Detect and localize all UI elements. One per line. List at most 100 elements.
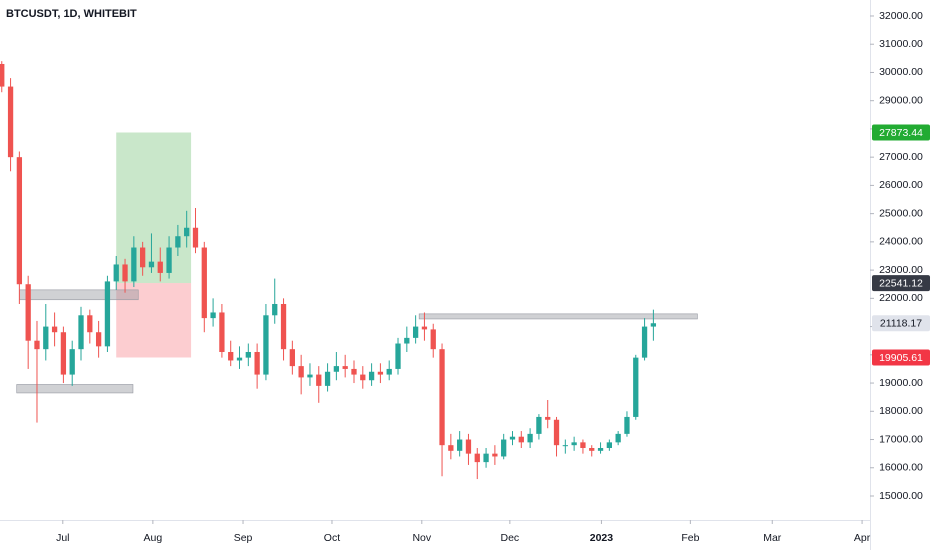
candle-body	[527, 433, 533, 443]
candle-body	[78, 315, 84, 350]
candle-body	[386, 368, 392, 375]
y-tick-label: 31000.00	[879, 38, 923, 50]
candle-body	[228, 351, 234, 361]
y-tick-label: 27000.00	[879, 151, 923, 163]
candle-body	[236, 357, 243, 361]
candle-body	[553, 419, 560, 446]
candle-body	[113, 264, 119, 282]
candle-body	[368, 371, 375, 381]
candle-body	[430, 329, 436, 350]
candle-body	[448, 445, 454, 451]
candle-body	[377, 371, 384, 375]
candle-body	[545, 416, 551, 420]
candle-body	[140, 247, 146, 268]
stop-label-box	[872, 349, 930, 366]
candle-body	[51, 326, 58, 333]
candle-body	[122, 264, 128, 282]
candle-body	[412, 326, 419, 338]
last-price-label-box	[872, 315, 930, 332]
candle-body	[0, 63, 5, 87]
candle-body	[360, 374, 366, 381]
last-price-label: 21118.17	[880, 318, 922, 330]
candle-body	[131, 247, 137, 282]
candle-body	[210, 312, 216, 319]
candle-body	[615, 433, 621, 443]
candle-body	[272, 303, 278, 316]
candle-body	[624, 416, 630, 434]
candle-body	[465, 439, 472, 454]
y-tick-label: 17000.00	[879, 433, 923, 445]
candle-body	[439, 349, 445, 446]
y-tick-label: 15000.00	[879, 490, 923, 502]
candle-body	[192, 227, 199, 248]
y-tick-label: 26000.00	[879, 179, 923, 191]
candle-body	[650, 323, 657, 327]
candle-body	[501, 439, 507, 457]
candle-body	[342, 366, 348, 369]
candle-body	[34, 340, 40, 350]
candle-body	[580, 442, 586, 448]
y-tick-label: 19000.00	[879, 377, 923, 389]
x-tick-label: Oct	[324, 532, 340, 544]
candle-body	[518, 436, 524, 443]
candle-body	[157, 261, 163, 273]
x-tick-label: Jul	[56, 532, 69, 544]
candle-body	[175, 236, 181, 248]
zone	[418, 313, 698, 320]
candle-body	[597, 447, 604, 451]
x-tick-label: Aug	[144, 532, 163, 544]
candle-body	[307, 374, 313, 378]
target-zone	[116, 132, 192, 284]
candle-body	[324, 371, 331, 386]
candle-body	[95, 332, 102, 347]
y-tick-label: 16000.00	[879, 462, 923, 474]
candle-body	[25, 284, 31, 341]
x-tick-label: 2023	[590, 532, 614, 544]
candle-body	[43, 326, 49, 350]
candle-body	[298, 366, 304, 378]
candle-body	[219, 312, 225, 352]
x-tick-label: Dec	[501, 532, 520, 544]
candle-body	[166, 247, 172, 273]
candle-body	[60, 332, 67, 375]
y-tick-label: 25000.00	[879, 207, 923, 219]
candle-body	[316, 374, 322, 386]
y-tick-label: 29000.00	[879, 94, 923, 106]
x-tick-label: Sep	[234, 532, 253, 544]
candle-body	[421, 326, 428, 330]
candle-body	[245, 351, 251, 358]
x-tick-label: Feb	[681, 532, 699, 544]
candle-body	[351, 368, 357, 375]
candle-body	[562, 445, 568, 447]
candle-body	[606, 442, 612, 448]
candle-body	[184, 227, 190, 237]
y-tick-label: 24000.00	[879, 236, 923, 248]
y-tick-label: 23000.00	[879, 264, 923, 276]
candle-body	[589, 447, 595, 451]
x-tick-label: Mar	[763, 532, 782, 544]
candle-body	[404, 337, 410, 344]
chart-title: BTCUSDT, 1D, WHITEBIT	[6, 8, 137, 20]
candle-body	[201, 247, 207, 319]
candle-body	[333, 366, 340, 372]
y-tick-label: 30000.00	[879, 66, 923, 78]
y-tick-label: 32000.00	[879, 10, 923, 22]
zone	[16, 384, 134, 394]
y-tick-label: 18000.00	[879, 405, 923, 417]
x-tick-label: Apr	[854, 532, 871, 544]
stop-label: 19905.61	[879, 352, 923, 364]
entry-label: 22541.12	[879, 277, 923, 289]
candle-body	[492, 453, 498, 457]
candle-body	[571, 442, 577, 446]
candle-body	[483, 453, 489, 463]
candle-body	[280, 303, 287, 350]
candle-body	[536, 416, 542, 434]
zone	[19, 289, 139, 301]
x-tick-label: Nov	[412, 532, 431, 544]
candle-body	[641, 326, 648, 358]
candle-body	[87, 315, 93, 333]
entry-label-box	[872, 275, 930, 292]
candle-body	[457, 439, 463, 451]
